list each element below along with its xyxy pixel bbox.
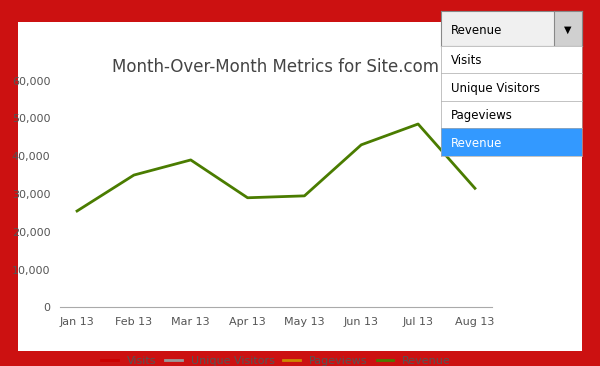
Text: ▼: ▼ [564,25,572,35]
Title: Month-Over-Month Metrics for Site.com: Month-Over-Month Metrics for Site.com [113,58,439,76]
Text: Visits: Visits [451,54,482,67]
Text: Revenue: Revenue [451,137,502,150]
Text: Pageviews: Pageviews [451,109,513,122]
Legend: Visits, Unique Visitors, Pageviews, Revenue: Visits, Unique Visitors, Pageviews, Reve… [97,351,455,366]
Text: Unique Visitors: Unique Visitors [451,82,540,95]
Text: Revenue: Revenue [451,23,502,37]
